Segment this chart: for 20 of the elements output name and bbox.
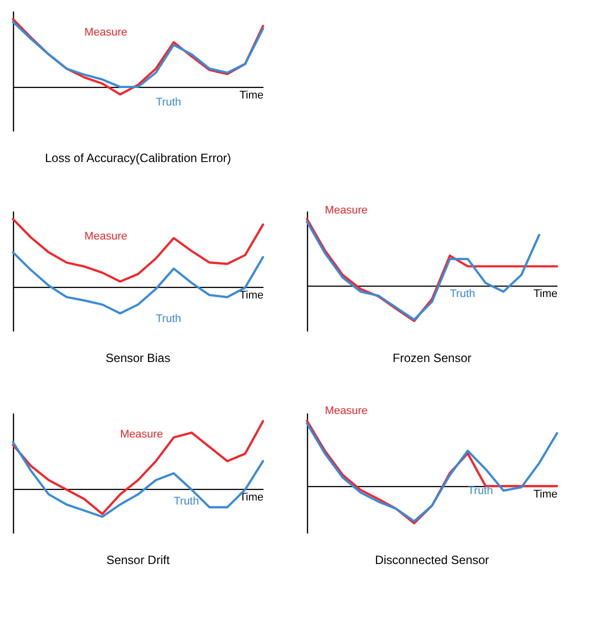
series-label: Truth bbox=[468, 484, 493, 497]
series-label: Measure bbox=[120, 428, 163, 440]
text: Measure bbox=[84, 230, 128, 243]
series-label: Measure bbox=[324, 204, 368, 216]
text: Disconnected Sensor bbox=[374, 553, 490, 567]
text: Measure bbox=[84, 26, 128, 38]
series-label: Truth bbox=[450, 288, 476, 300]
text: Frozen Sensor bbox=[392, 351, 472, 365]
x-axis-title: Time bbox=[533, 288, 558, 300]
series-label: Truth bbox=[174, 495, 199, 508]
x-axis-title: Time bbox=[533, 488, 558, 501]
x-axis-title: Time bbox=[239, 491, 264, 504]
series-label: Measure bbox=[324, 404, 368, 417]
text: Sensor Drift bbox=[106, 553, 170, 567]
x-axis-title: Time bbox=[239, 289, 264, 302]
x-axis-title: Time bbox=[239, 89, 264, 102]
text: Loss of Accuracy(Calibration Error) bbox=[44, 151, 232, 165]
text: Sensor Bias bbox=[106, 351, 170, 365]
series-label: Truth bbox=[156, 96, 182, 109]
series-label: Truth bbox=[156, 312, 182, 325]
